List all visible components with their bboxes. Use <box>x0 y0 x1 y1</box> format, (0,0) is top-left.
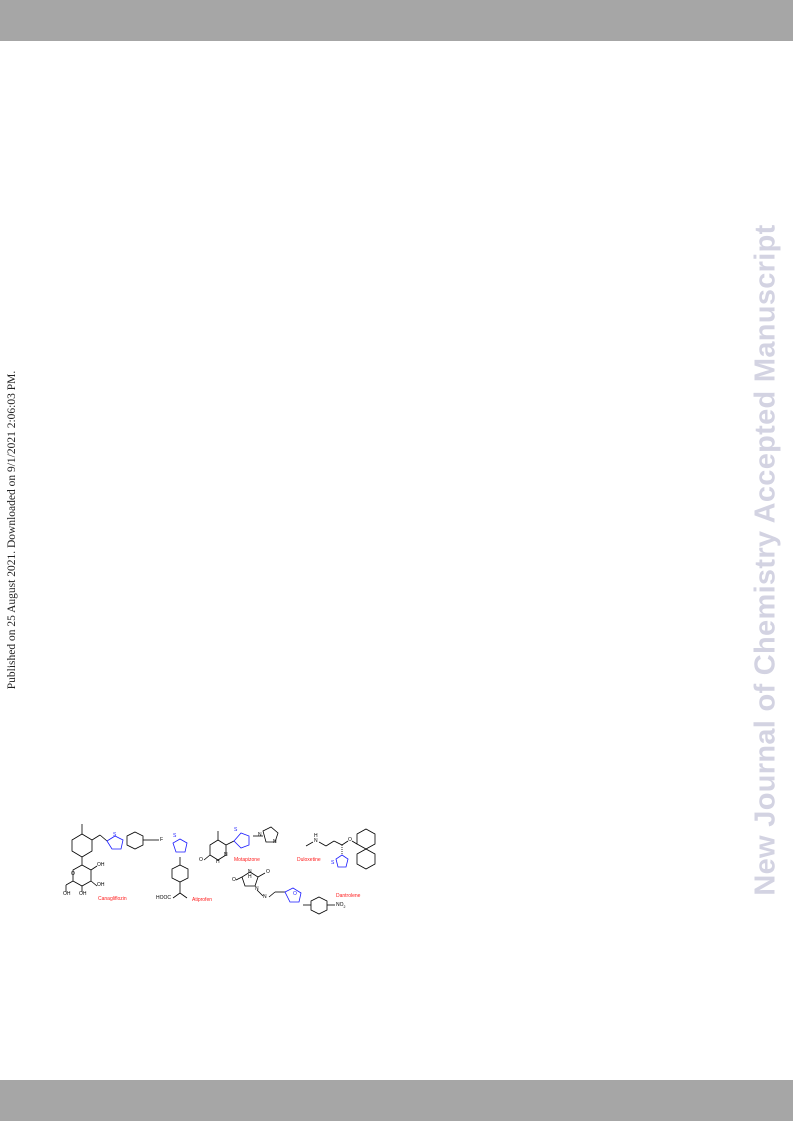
atom-label-n: N <box>314 838 318 844</box>
accepted-manuscript-watermark: New Journal of Chemistry Accepted Manusc… <box>749 224 782 896</box>
atom-label-oh: OH <box>63 891 71 897</box>
atom-label-o: O <box>71 871 75 877</box>
atom-label-oh: OH <box>97 862 105 868</box>
published-download-notice: Published on 25 August 2021. Downloaded … <box>6 370 18 690</box>
atom-label-oh: OH <box>97 882 105 888</box>
atom-label-hooc: HOOC <box>156 895 171 901</box>
drug-label-dantrolene: Dantrolene <box>336 893 361 899</box>
canagliflozin-thiophene-ring <box>106 835 124 850</box>
atom-label-f: F <box>160 837 164 843</box>
atom-label-s: S <box>234 827 238 833</box>
atom-label-o: O <box>199 857 203 863</box>
atom-label-n: N <box>258 832 262 838</box>
atom-label-h: H <box>314 833 318 839</box>
atom-label-no2: NO2 <box>336 902 346 910</box>
atom-label-h: H <box>248 874 252 880</box>
canagliflozin-glucose-ring <box>72 864 92 887</box>
atom-label-s: S <box>173 833 177 839</box>
atom-label-o: O <box>293 891 297 897</box>
atiprofen-phenyl-ring <box>171 864 189 883</box>
drug-label-canagliflozin: Canagliflozin <box>98 896 127 902</box>
atom-label-n: N <box>224 852 228 858</box>
drug-label-motapizone: Motapizone <box>234 857 260 863</box>
atom-label-s: S <box>331 860 335 866</box>
canagliflozin-upper-ring <box>71 833 93 858</box>
drug-label-atiprofen: Atiprofen <box>192 897 213 903</box>
bottom-footer-bar <box>0 1080 793 1121</box>
duloxetine-thiophene-ring <box>335 854 349 868</box>
atom-label-o: O <box>266 869 270 875</box>
atom-label-h: H <box>216 859 220 865</box>
duloxetine-naphthalene-ring-a <box>356 828 376 850</box>
atom-label-n: N <box>255 886 259 892</box>
drug-structures-figure: S F OH OH OH OH O S HOOC S N N N O H H N… <box>55 820 395 920</box>
canagliflozin-phenyl-ring <box>126 831 144 850</box>
dantrolene-phenyl-ring <box>310 896 328 915</box>
atom-label-oh: OH <box>79 891 87 897</box>
atom-label-n: N <box>273 839 277 845</box>
dantrolene-hydantoin-ring <box>241 871 259 887</box>
atom-label-s: S <box>113 832 117 838</box>
atom-label-o: O <box>348 837 352 843</box>
atom-label-n: N <box>248 869 252 875</box>
motapizone-thiophene-ring <box>233 832 250 849</box>
top-header-bar <box>0 0 793 41</box>
motapizone-imidazole-ring <box>262 826 279 843</box>
dantrolene-furan-ring <box>284 887 302 903</box>
atiprofen-thiophene-ring <box>172 838 188 853</box>
duloxetine-naphthalene-ring-b <box>356 848 376 870</box>
atom-label-o: O <box>232 877 236 883</box>
structure-drawings <box>65 824 376 915</box>
atom-label-n: N <box>263 894 267 900</box>
drug-label-duloxetine: Duloxetine <box>297 857 321 863</box>
